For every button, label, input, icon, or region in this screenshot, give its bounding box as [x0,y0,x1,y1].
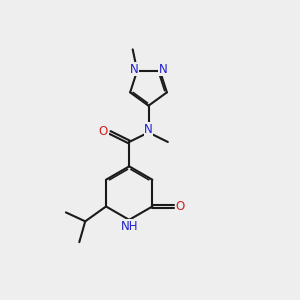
Text: N: N [144,123,153,136]
Text: O: O [176,200,185,213]
Text: N: N [130,63,139,76]
Text: O: O [99,125,108,138]
Text: N: N [158,63,167,76]
Text: NH: NH [120,220,138,233]
